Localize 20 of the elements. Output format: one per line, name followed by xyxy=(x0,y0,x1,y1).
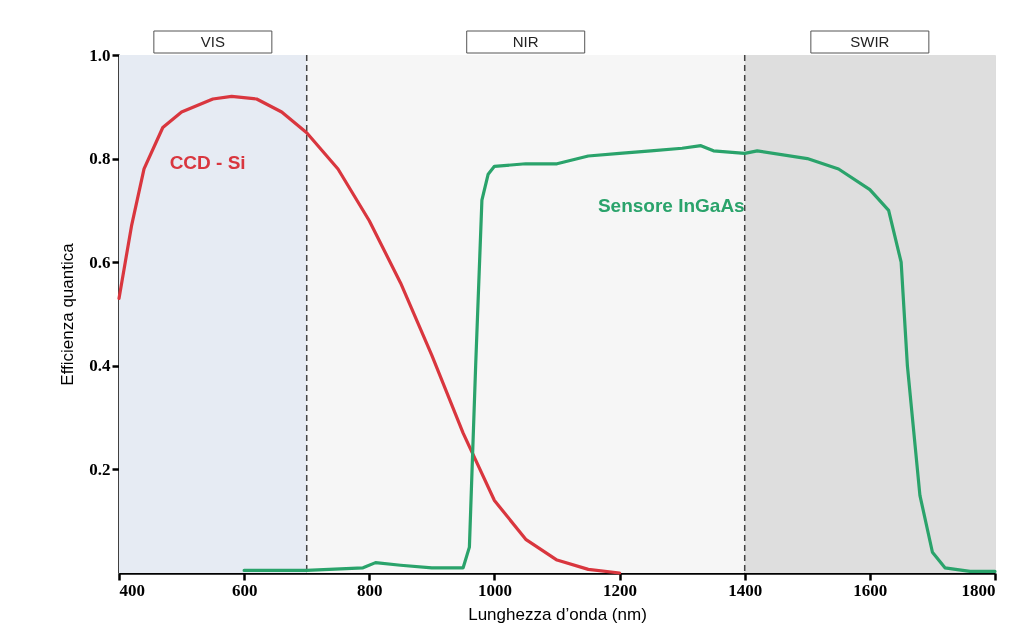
y-tick-label: 0.4 xyxy=(89,356,111,376)
text: Sensore InGaAs xyxy=(597,194,745,216)
x-axis-title: Lunghezza d’onda (nm) xyxy=(468,604,647,624)
y-tick-label: 1.0 xyxy=(89,45,111,65)
x-tick-label: 1600 xyxy=(853,580,888,600)
series-label: CCD - Si xyxy=(169,152,246,174)
x-tick-label: 1400 xyxy=(728,580,763,600)
band-label: NIR xyxy=(512,33,539,50)
x-tick-label: 1200 xyxy=(603,580,638,600)
x-tick-label: 400 xyxy=(119,580,145,600)
x-tick-label: 1000 xyxy=(477,580,512,600)
x-tick-label: 1800 xyxy=(961,580,996,600)
y-tick-label: 0.8 xyxy=(89,149,111,169)
y-tick-label: 0.2 xyxy=(89,459,111,479)
y-axis-title: Efficienza quantica xyxy=(58,242,78,386)
y-tick-label: 0.6 xyxy=(89,252,111,272)
x-tick-label: 600 xyxy=(231,580,258,600)
band-label: SWIR xyxy=(850,33,890,50)
x-tick-label: 800 xyxy=(357,580,383,600)
band-label: VIS xyxy=(200,33,225,50)
